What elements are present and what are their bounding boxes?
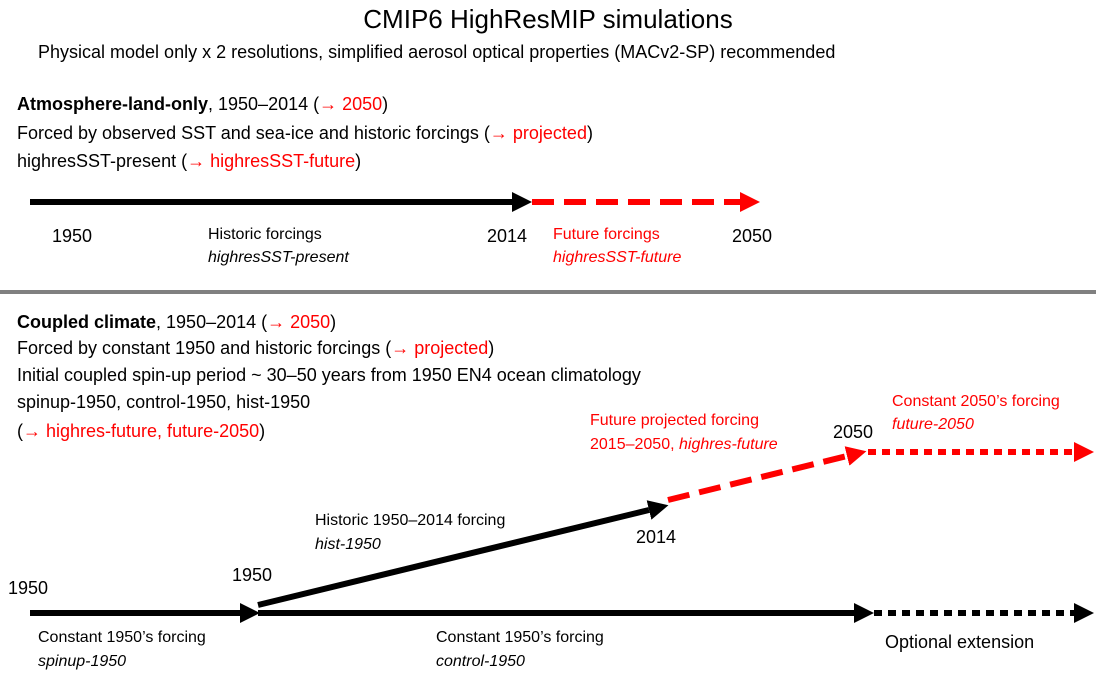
experiment: highresSST-present [208,249,349,266]
atmo-forcing: Forced by observed SST and sea-ice and h… [17,122,593,144]
text: highresSST-present ( [17,151,188,171]
year-label: 2050 [833,422,874,442]
text: ) [330,312,337,332]
atmo-experiments: highresSST-present (→ highresSST-future) [17,150,361,172]
coupled-heading: Coupled climate, 1950–2014 (→ 2050) [17,311,336,333]
label: Constant 1950’s forcing [38,629,206,646]
year-label: 2014 [487,226,528,246]
experiment: hist-1950 [315,536,381,553]
label: Historic 1950–2014 forcing [315,512,506,529]
label: Constant 2050’s forcing [892,393,1060,410]
year-label: 1950 [232,565,273,585]
heading-bold: Atmosphere-land-only [17,94,209,114]
period: 2015–2050, [590,436,679,453]
coupled-experiments: spinup-1950, control-1950, hist-1950 [17,392,311,412]
title: CMIP6 HighResMIP simulations [363,4,733,34]
heading-bold: Coupled climate [17,312,157,332]
subtitle: Physical model only x 2 resolutions, sim… [38,42,836,62]
text: , 1950–2014 ( [208,94,320,114]
text: ( [17,421,23,441]
label: Future projected forcing [590,412,759,429]
text: ) [259,421,266,441]
experiment: spinup-1950 [38,653,127,670]
arrow-hist [257,500,669,608]
text: ) [382,94,389,114]
text-red: → projected [489,123,587,143]
text: Forced by constant 1950 and historic for… [17,338,392,358]
experiment: highres-future [678,436,778,453]
text: Forced by observed SST and sea-ice and h… [17,123,490,143]
year-label: 2050 [732,226,773,246]
text: ) [488,338,495,358]
experiment: future-2050 [892,416,974,433]
experiment: highresSST-future [553,249,682,266]
text: , 1950–2014 ( [156,312,268,332]
coupled-spinup: Initial coupled spin-up period ~ 30–50 y… [17,365,641,385]
label: Optional extension [885,632,1035,652]
atmo-heading: Atmosphere-land-only, 1950–2014 (→ 2050) [17,93,388,115]
label: Future forcings [553,226,660,243]
text-red: → 2050 [267,312,331,332]
arrow-highres-future [667,446,867,503]
year-label: 1950 [52,226,93,246]
text-red: → 2050 [319,94,383,114]
label: 2015–2050, highres-future [590,434,778,456]
text: ) [586,123,593,143]
text-red: → highresSST-future [187,151,356,171]
coupled-future-experiments: (→ highres-future, future-2050) [17,420,265,442]
label: Constant 1950’s forcing [436,629,604,646]
year-label: 2014 [636,527,677,547]
text-red: → projected [391,338,489,358]
label: Historic forcings [208,226,322,243]
year-label: 1950 [8,578,49,598]
text: ) [355,151,362,171]
experiment: control-1950 [436,653,525,670]
text-red: → highres-future, future-2050 [23,421,260,441]
coupled-forcing: Forced by constant 1950 and historic for… [17,337,494,359]
